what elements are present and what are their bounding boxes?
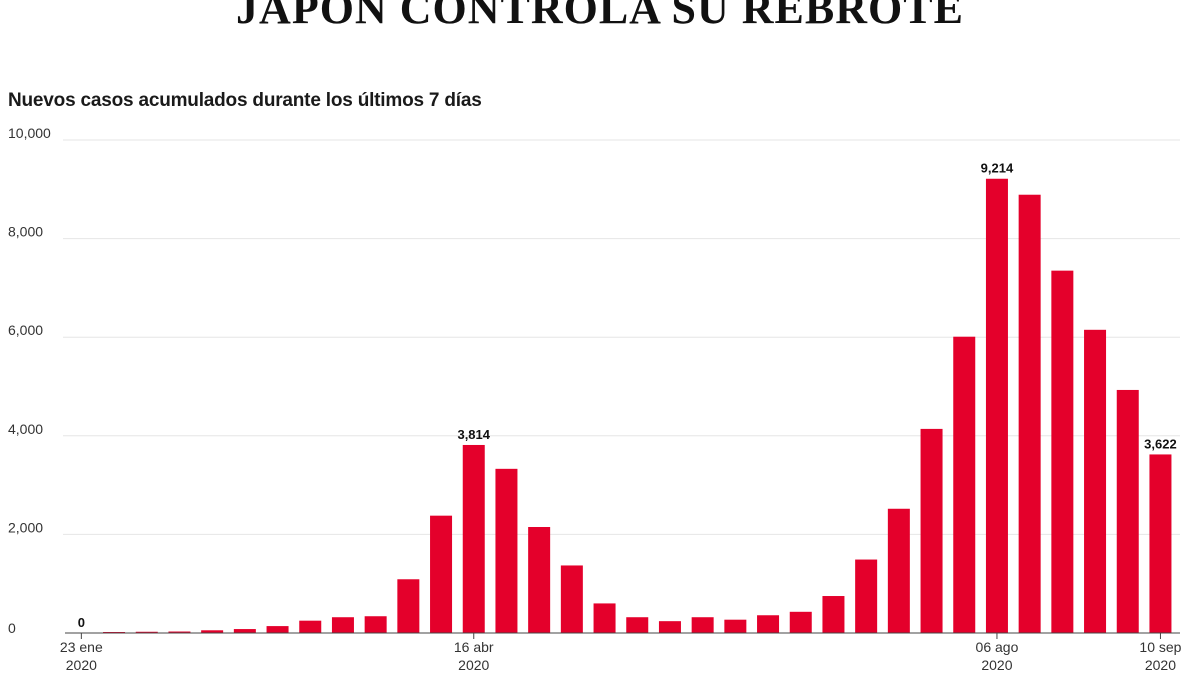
bar [1018, 194, 1041, 633]
bar [528, 527, 551, 633]
bar [724, 619, 747, 633]
data-labels: 0 3,814 9,214 3,622 [78, 161, 1177, 630]
bar [430, 515, 453, 633]
bar [1051, 270, 1074, 633]
bar [691, 617, 714, 633]
data-label: 3,814 [457, 427, 490, 442]
chart-title: JAPÓN CONTROLA SU REBROTE [236, 0, 964, 33]
x-tick-year: 2020 [66, 657, 97, 673]
y-tick-label: 0 [8, 620, 16, 636]
bar [135, 631, 158, 633]
bar [495, 468, 518, 633]
y-tick-label: 8,000 [8, 224, 43, 240]
data-label: 3,622 [1144, 436, 1177, 451]
y-tick-label: 4,000 [8, 421, 43, 437]
data-label: 0 [78, 615, 85, 630]
bar [887, 508, 910, 633]
data-label: 9,214 [981, 161, 1014, 176]
bar [789, 611, 812, 633]
bar [201, 630, 224, 633]
y-tick-label: 2,000 [8, 519, 43, 535]
bar [920, 428, 943, 633]
x-tick-label: 23 ene [60, 639, 103, 655]
chart-subtitle: Nuevos casos acumulados durante los últi… [8, 90, 482, 111]
x-tick-label: 10 sep [1139, 639, 1181, 655]
bar [1084, 329, 1107, 633]
bar [855, 559, 878, 633]
bar [1116, 389, 1139, 633]
x-tick-year: 2020 [458, 657, 489, 673]
bar [233, 629, 256, 633]
x-tick-year: 2020 [1145, 657, 1176, 673]
bar [953, 336, 976, 633]
bar [168, 631, 191, 633]
bar [331, 617, 354, 633]
x-axis-ticks: 23 ene 2020 16 abr 2020 06 ago 2020 10 sep 2020 [60, 633, 1182, 673]
y-tick-label: 10,000 [8, 125, 51, 141]
bar [626, 617, 649, 633]
bar [364, 616, 387, 633]
bar [397, 579, 420, 633]
bar [593, 603, 616, 633]
x-tick-label: 06 ago [976, 639, 1019, 655]
bar [462, 444, 485, 633]
bar [1149, 454, 1172, 633]
bar [757, 615, 780, 633]
bar [658, 621, 681, 633]
y-tick-label: 6,000 [8, 322, 43, 338]
bar [560, 565, 583, 633]
y-axis-ticks: 10,000 8,000 6,000 4,000 2,000 0 [8, 125, 51, 636]
x-tick-year: 2020 [981, 657, 1012, 673]
gridlines [63, 139, 1180, 535]
bar [985, 178, 1008, 633]
x-tick-label: 16 abr [454, 639, 494, 655]
bars [70, 178, 1172, 633]
bar [266, 626, 289, 633]
bar [299, 620, 322, 633]
bar [822, 596, 845, 633]
